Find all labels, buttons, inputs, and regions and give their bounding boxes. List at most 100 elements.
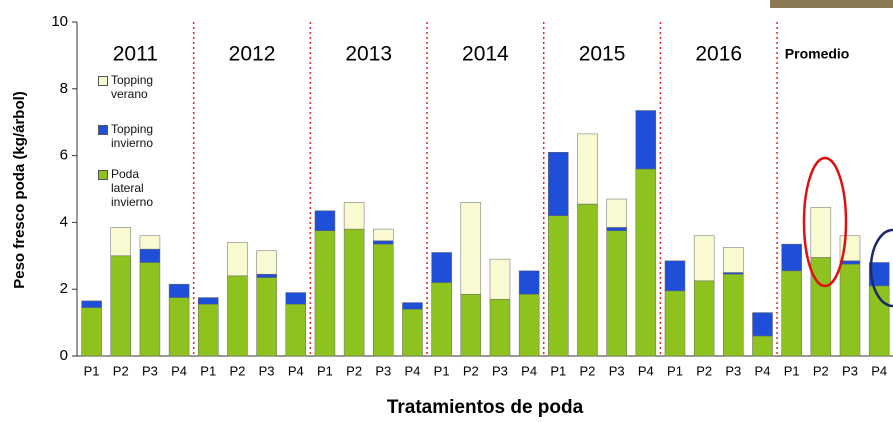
bar-segment <box>723 247 743 272</box>
bar-segment <box>286 293 306 305</box>
group-label: 2013 <box>345 43 392 66</box>
bar-segment <box>257 274 277 277</box>
bar-segment <box>140 249 160 262</box>
bar-segment <box>665 291 685 356</box>
x-tick-label: P3 <box>375 363 391 378</box>
bar-segment <box>111 227 131 255</box>
group-label: 2015 <box>579 43 626 66</box>
x-tick-label: P2 <box>696 363 712 378</box>
y-tick-label: 2 <box>60 280 68 297</box>
bar-segment <box>694 236 714 281</box>
y-tick-label: 6 <box>60 147 68 164</box>
bar-segment <box>111 256 131 356</box>
legend-swatch <box>98 125 108 135</box>
bar-segment <box>782 244 802 271</box>
chart: Peso fresco poda (kg/árbol) Tratamientos… <box>0 0 893 422</box>
bar-segment <box>519 294 539 356</box>
legend-label: Topping invierno <box>111 122 173 150</box>
x-tick-label: P2 <box>113 363 129 378</box>
bar-segment <box>169 298 189 356</box>
x-tick-label: P4 <box>521 363 537 378</box>
bar-segment <box>315 231 335 356</box>
bar-segment <box>636 169 656 356</box>
bar-segment <box>840 261 860 264</box>
bar-segment <box>607 231 627 356</box>
bar-segment <box>782 271 802 356</box>
bar-segment <box>607 199 627 227</box>
group-label: Promedio <box>785 46 850 62</box>
bar-segment <box>665 261 685 291</box>
bar-segment <box>344 229 364 356</box>
x-tick-label: P3 <box>492 363 508 378</box>
x-tick-label: P1 <box>200 363 216 378</box>
bar-segment <box>140 262 160 356</box>
bar-segment <box>461 294 481 356</box>
group-label: 2011 <box>113 43 158 66</box>
bar-segment <box>373 244 393 356</box>
legend-swatch <box>98 76 108 86</box>
bar-segment <box>198 298 218 305</box>
bar-segment <box>723 273 743 275</box>
x-tick-label: P3 <box>142 363 158 378</box>
bar-segment <box>752 313 772 336</box>
bar-segment <box>140 236 160 249</box>
x-tick-label: P4 <box>871 363 887 378</box>
x-tick-label: P3 <box>842 363 858 378</box>
bar-segment <box>490 259 510 299</box>
x-tick-label: P4 <box>171 363 187 378</box>
bar-segment <box>402 303 422 310</box>
bar-segment <box>82 308 102 356</box>
group-label: 2012 <box>229 43 276 66</box>
bar-segment <box>811 257 831 356</box>
bar-segment <box>577 204 597 356</box>
bar-segment <box>432 283 452 356</box>
x-tick-label: P1 <box>317 363 333 378</box>
bar-segment <box>198 304 218 356</box>
bar-segment <box>402 309 422 356</box>
bar-segment <box>723 274 743 356</box>
bar-segment <box>257 251 277 274</box>
bar-segment <box>811 207 831 257</box>
bar-segment <box>373 229 393 241</box>
y-tick-label: 8 <box>60 80 68 97</box>
bar-segment <box>373 241 393 244</box>
bar-segment <box>490 299 510 356</box>
group-label: 2014 <box>462 43 509 66</box>
bar-segment <box>840 264 860 356</box>
bar-segment <box>694 281 714 356</box>
x-tick-label: P2 <box>463 363 479 378</box>
x-tick-label: P2 <box>346 363 362 378</box>
page: Peso fresco poda (kg/árbol) Tratamientos… <box>0 0 893 422</box>
x-tick-label: P1 <box>434 363 450 378</box>
bar-segment <box>227 242 247 275</box>
x-tick-label: P1 <box>784 363 800 378</box>
bar-segment <box>344 202 364 229</box>
x-tick-label: P4 <box>638 363 654 378</box>
x-tick-label: P4 <box>405 363 421 378</box>
bar-segment <box>461 202 481 294</box>
x-tick-label: P1 <box>667 363 683 378</box>
bar-segment <box>82 301 102 308</box>
bar-segment <box>548 152 568 215</box>
bar-segment <box>548 216 568 356</box>
x-tick-label: P1 <box>84 363 100 378</box>
bar-segment <box>577 134 597 204</box>
bar-segment <box>286 304 306 356</box>
x-axis-title: Tratamientos de poda <box>387 397 584 418</box>
y-tick-label: 4 <box>60 213 68 230</box>
x-tick-label: P4 <box>755 363 771 378</box>
x-tick-label: P3 <box>259 363 275 378</box>
x-tick-label: P2 <box>813 363 829 378</box>
bar-segment <box>636 111 656 169</box>
bar-segment <box>519 271 539 294</box>
group-label: 2016 <box>695 43 742 66</box>
bar-segment <box>169 284 189 297</box>
x-tick-label: P1 <box>550 363 566 378</box>
bar-segment <box>227 276 247 356</box>
y-axis-title: Peso fresco poda (kg/árbol) <box>11 91 28 289</box>
y-tick-label: 10 <box>51 13 68 30</box>
x-tick-label: P2 <box>580 363 596 378</box>
photo-corner <box>770 0 893 8</box>
y-tick-label: 0 <box>60 347 68 364</box>
x-tick-label: P2 <box>229 363 245 378</box>
